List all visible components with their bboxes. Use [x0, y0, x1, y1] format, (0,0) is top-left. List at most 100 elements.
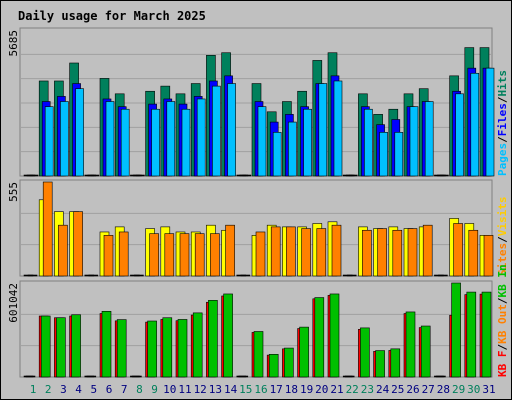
bar-pages-day-13	[212, 85, 221, 177]
bar-pages-day-30	[470, 72, 480, 177]
bar-pages-day-15	[242, 174, 252, 177]
bar-sites-day-11	[179, 233, 190, 277]
bar-kb-in-day-2	[40, 315, 51, 378]
bar-kb-in-day-3	[56, 317, 66, 378]
bar-pages-day-23	[364, 108, 373, 177]
bar-pages-day-26	[409, 106, 419, 177]
day-label-10: 10	[163, 383, 176, 396]
bar-pages-day-25	[394, 132, 404, 177]
bar-pages-day-27	[424, 101, 434, 177]
day-label-27: 27	[422, 383, 435, 396]
bar-kb-in-day-4	[71, 314, 81, 378]
day-label-8: 8	[136, 383, 143, 396]
bar-kb-in-day-24	[375, 350, 385, 378]
day-label-31: 31	[482, 383, 495, 396]
bar-pages-day-9	[151, 108, 160, 177]
day-label-23: 23	[361, 383, 374, 396]
bar-sites-day-14	[225, 224, 235, 277]
bar-kb-in-day-28	[436, 375, 446, 378]
bar-kb-in-day-1	[25, 375, 36, 378]
bar-pages-day-18	[288, 121, 297, 177]
bar-pages-day-6	[105, 101, 115, 177]
bar-sites-day-21	[331, 224, 342, 277]
day-label-30: 30	[467, 383, 480, 396]
bar-pages-day-12	[196, 98, 206, 177]
bar-sites-day-2	[42, 181, 53, 277]
bar-sites-day-17	[270, 226, 281, 277]
top-legend: Pages/Files/Hits	[496, 70, 509, 176]
day-label-24: 24	[376, 383, 390, 396]
bar-pages-day-10	[166, 101, 176, 177]
day-label-15: 15	[239, 383, 252, 396]
day-label-28: 28	[437, 383, 450, 396]
bar-sites-day-7	[118, 231, 129, 277]
bar-sites-day-25	[392, 229, 403, 277]
bar-kb-in-day-8	[132, 375, 142, 378]
bar-sites-day-12	[194, 233, 205, 277]
bar-kb-in-day-6	[101, 311, 112, 378]
bar-kb-in-day-12	[192, 312, 203, 378]
day-label-29: 29	[452, 383, 465, 396]
middle-max-label: 555	[7, 182, 20, 202]
bar-kb-in-day-9	[147, 320, 157, 378]
bar-sites-day-31	[483, 235, 494, 277]
bar-pages-day-21	[333, 80, 343, 177]
bar-kb-in-day-31	[481, 291, 492, 378]
bar-pages-day-8	[136, 174, 145, 177]
bar-sites-day-15	[240, 274, 251, 277]
bar-pages-day-11	[181, 108, 191, 177]
day-label-21: 21	[330, 383, 343, 396]
bar-kb-in-day-7	[116, 319, 127, 378]
bar-kb-in-day-21	[329, 293, 340, 378]
legend-visits: Visits	[496, 197, 509, 237]
day-label-17: 17	[270, 383, 283, 396]
bar-sites-day-24	[377, 228, 387, 277]
bar-kb-in-day-27	[420, 325, 431, 378]
day-labels: 1 2 3 4 5 6 7 8 9 10 11 12 13 14 15 16 17 18 19 20 21 22 23 24 2…	[30, 383, 496, 396]
day-label-14: 14	[224, 383, 238, 396]
bar-kb-in-day-20	[314, 297, 325, 378]
bar-pages-day-20	[318, 83, 328, 177]
legend-kb-out: KB Out	[496, 304, 509, 344]
bar-sites-day-6	[103, 235, 114, 277]
legend-sites: Sites	[496, 243, 509, 276]
bar-pages-day-19	[303, 108, 312, 177]
bar-sites-day-20	[316, 228, 327, 277]
legend-hits: Hits	[496, 70, 509, 97]
bar-sites-day-8	[134, 274, 144, 277]
bar-sites-day-29	[453, 223, 463, 277]
day-label-16: 16	[254, 383, 267, 396]
bar-kb-in-day-16	[253, 331, 264, 378]
bar-kb-in-day-10	[162, 317, 173, 378]
bar-kb-in-day-22	[344, 375, 355, 378]
bar-pages-day-16	[257, 106, 267, 177]
day-label-20: 20	[315, 383, 328, 396]
bar-kb-in-day-29	[451, 282, 461, 378]
day-label-19: 19	[300, 383, 313, 396]
day-label-26: 26	[406, 383, 419, 396]
bar-sites-day-26	[407, 228, 418, 277]
day-label-1: 1	[30, 383, 37, 396]
bar-kb-in-day-18	[284, 347, 294, 378]
day-label-12: 12	[194, 383, 207, 396]
legend-files: Files	[496, 103, 509, 136]
bar-sites-day-9	[149, 233, 159, 277]
bar-kb-in-day-30	[466, 291, 477, 378]
bar-pages-day-22	[348, 174, 358, 177]
day-label-11: 11	[178, 383, 191, 396]
bar-marks	[23, 47, 495, 378]
bar-sites-day-19	[301, 228, 311, 277]
day-label-25: 25	[391, 383, 404, 396]
day-label-6: 6	[106, 383, 113, 396]
bottom-legend: KB F/KB Out/KB In	[496, 264, 509, 377]
bar-pages-day-24	[379, 132, 388, 177]
bar-sites-day-10	[164, 233, 175, 277]
day-label-4: 4	[75, 383, 82, 396]
day-label-5: 5	[90, 383, 97, 396]
day-label-22: 22	[346, 383, 359, 396]
bar-pages-day-5	[90, 174, 100, 177]
bar-pages-day-2	[44, 106, 54, 177]
day-label-13: 13	[209, 383, 222, 396]
